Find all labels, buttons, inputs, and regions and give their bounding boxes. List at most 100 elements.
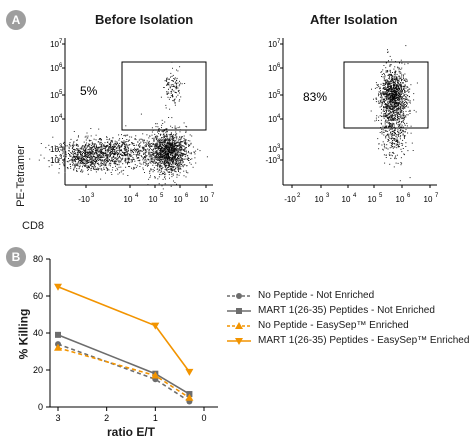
tetramer-negative-event	[393, 153, 395, 154]
tetramer-negative-event	[407, 150, 409, 152]
cd8-positive-event	[190, 143, 192, 145]
cd8-negative-event	[118, 166, 120, 168]
cd8-positive-event	[183, 135, 185, 137]
cd8-negative-event	[132, 157, 134, 159]
cd8-positive-event	[157, 130, 159, 132]
cd8-negative-event	[85, 147, 87, 149]
cd8-negative-event	[106, 155, 108, 157]
cd8-positive-event	[171, 152, 173, 154]
cd8-positive-event	[178, 159, 180, 161]
tetramer-positive-event	[386, 98, 387, 100]
cd8-positive-event	[179, 157, 181, 159]
tetramer-positive-event	[405, 78, 407, 80]
tetramer-positive-event	[392, 85, 394, 87]
cd8-positive-event	[171, 147, 173, 149]
cd8-positive-event	[168, 147, 170, 149]
tetramer-positive-event	[382, 76, 384, 78]
cd8-negative-event	[87, 156, 89, 158]
cd8-positive-event	[165, 144, 167, 146]
cd8-positive-event	[142, 139, 144, 141]
y-tick-exponent: 4	[277, 114, 281, 120]
tetramer-positive-event	[408, 88, 410, 90]
tetramer-positive-event	[389, 111, 391, 113]
tetramer-positive-event	[386, 81, 388, 83]
tetramer-positive-event	[385, 126, 387, 128]
cd8-negative-event	[128, 159, 130, 161]
tetramer-positive-event	[396, 92, 397, 94]
cd8-positive-event	[164, 134, 166, 136]
tetramer-positive-event	[383, 98, 385, 100]
tetramer-positive-event	[400, 79, 402, 81]
tetramer-negative-event	[410, 132, 412, 134]
cd8-negative-event	[76, 155, 78, 157]
cd8-positive-event	[150, 143, 152, 144]
tetramer-positive-event	[394, 83, 396, 85]
cd8-positive-event	[190, 163, 192, 165]
tetramer-positive-event	[384, 96, 386, 98]
tetramer-positive-event	[388, 102, 390, 104]
cd8-positive-event	[173, 165, 175, 167]
tetramer-positive-event	[400, 123, 402, 125]
cd8-positive-event	[157, 146, 159, 147]
tetramer-positive-event	[382, 84, 384, 86]
tetramer-positive-event	[385, 121, 387, 123]
cd8-positive-event	[155, 145, 157, 147]
tetramer-positive-event	[397, 91, 399, 93]
cd8-positive-event	[156, 145, 158, 147]
cd8-positive-event	[191, 158, 193, 160]
cd8-negative-event	[75, 158, 76, 159]
tetramer-positive-event	[386, 105, 388, 107]
cd8-negative-event	[94, 160, 96, 162]
cd8-positive-event	[186, 126, 188, 128]
cd8-negative-event	[140, 141, 142, 143]
cd8-negative-event	[72, 153, 74, 155]
cd8-positive-event	[166, 144, 168, 146]
cd8-negative-event	[170, 146, 171, 147]
tetramer-positive-event	[382, 116, 384, 118]
tetramer-positive-event	[391, 74, 392, 76]
cd8-positive-event	[183, 149, 185, 151]
cd8-negative-event	[69, 142, 71, 144]
tetramer-negative-event	[397, 134, 399, 136]
tetramer-positive-event	[404, 91, 406, 93]
tetramer-positive-event	[396, 85, 398, 87]
cd8-negative-event	[138, 151, 140, 153]
tetramer-positive-event	[398, 84, 400, 86]
tetramer-positive-event	[167, 82, 169, 84]
cd8-negative-event	[114, 160, 116, 162]
cd8-positive-event	[180, 168, 182, 170]
cd8-positive-event	[155, 152, 157, 154]
cd8-positive-event	[175, 128, 177, 130]
cd8-negative-event	[112, 152, 113, 154]
cd8-positive-event	[164, 165, 166, 166]
cd8-negative-event	[118, 134, 120, 136]
cd8-negative-event	[105, 158, 107, 160]
tetramer-positive-event	[174, 99, 175, 101]
tetramer-positive-event	[395, 99, 397, 101]
cd8-negative-event	[108, 147, 110, 148]
cd8-negative-event	[153, 150, 155, 152]
tetramer-positive-event	[388, 76, 390, 78]
cd8-positive-event	[171, 165, 173, 167]
cd8-negative-event	[85, 165, 87, 167]
tetramer-negative-event	[403, 131, 405, 133]
cd8-negative-event	[68, 160, 70, 162]
cd8-positive-event	[179, 142, 181, 144]
cd8-negative-event	[89, 140, 91, 142]
cd8-positive-event	[172, 150, 174, 152]
cd8-negative-event	[87, 160, 89, 161]
tetramer-positive-event	[394, 103, 396, 105]
cd8-negative-event	[108, 143, 110, 145]
cd8-positive-event	[154, 161, 156, 163]
tetramer-negative-event	[393, 131, 395, 133]
cd8-negative-event	[88, 167, 90, 169]
cd8-negative-event	[95, 147, 97, 149]
tetramer-positive-event	[172, 94, 173, 96]
cd8-positive-event	[144, 157, 146, 159]
cd8-negative-event	[184, 141, 186, 143]
cd8-positive-event	[179, 164, 181, 166]
tetramer-negative-event	[395, 115, 397, 117]
cd8-positive-event	[158, 150, 160, 152]
tetramer-positive-event	[400, 84, 402, 86]
cd8-negative-event	[71, 160, 73, 162]
